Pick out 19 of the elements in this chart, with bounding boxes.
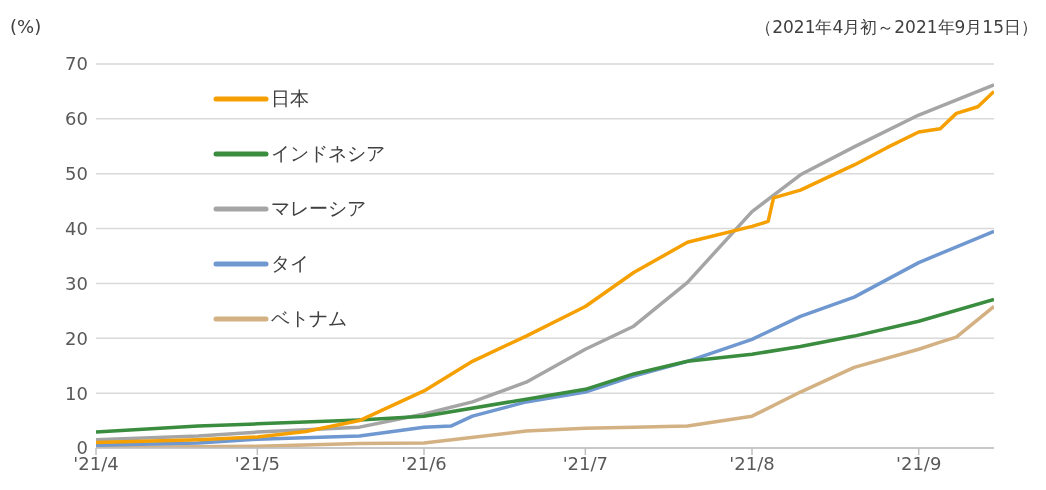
legend-label: マレーシア xyxy=(271,195,366,221)
legend-label: インドネシア xyxy=(271,140,385,166)
x-tick-label: '21/9 xyxy=(896,452,942,474)
y-tick-label: 60 xyxy=(65,108,88,130)
x-tick-label: '21/5 xyxy=(234,452,280,474)
y-tick-label: 40 xyxy=(65,217,88,239)
legend-label: タイ xyxy=(271,250,309,276)
y-tick-label: 10 xyxy=(65,382,88,404)
y-tick-label: 20 xyxy=(65,327,88,349)
x-tick-label: '21/8 xyxy=(729,452,775,474)
x-tick-label: '21/6 xyxy=(401,452,447,474)
y-tick-label: 70 xyxy=(65,53,88,75)
legend-label: 日本 xyxy=(271,85,309,111)
chart-subtitle: （2021年4月初～2021年9月15日） xyxy=(755,16,1038,39)
y-tick-label: 30 xyxy=(65,272,88,294)
legend-label: ベトナム xyxy=(271,305,347,331)
y-tick-label: 50 xyxy=(65,163,88,185)
y-axis-title: (%) xyxy=(10,16,42,37)
x-tick-label: '21/7 xyxy=(562,452,609,474)
